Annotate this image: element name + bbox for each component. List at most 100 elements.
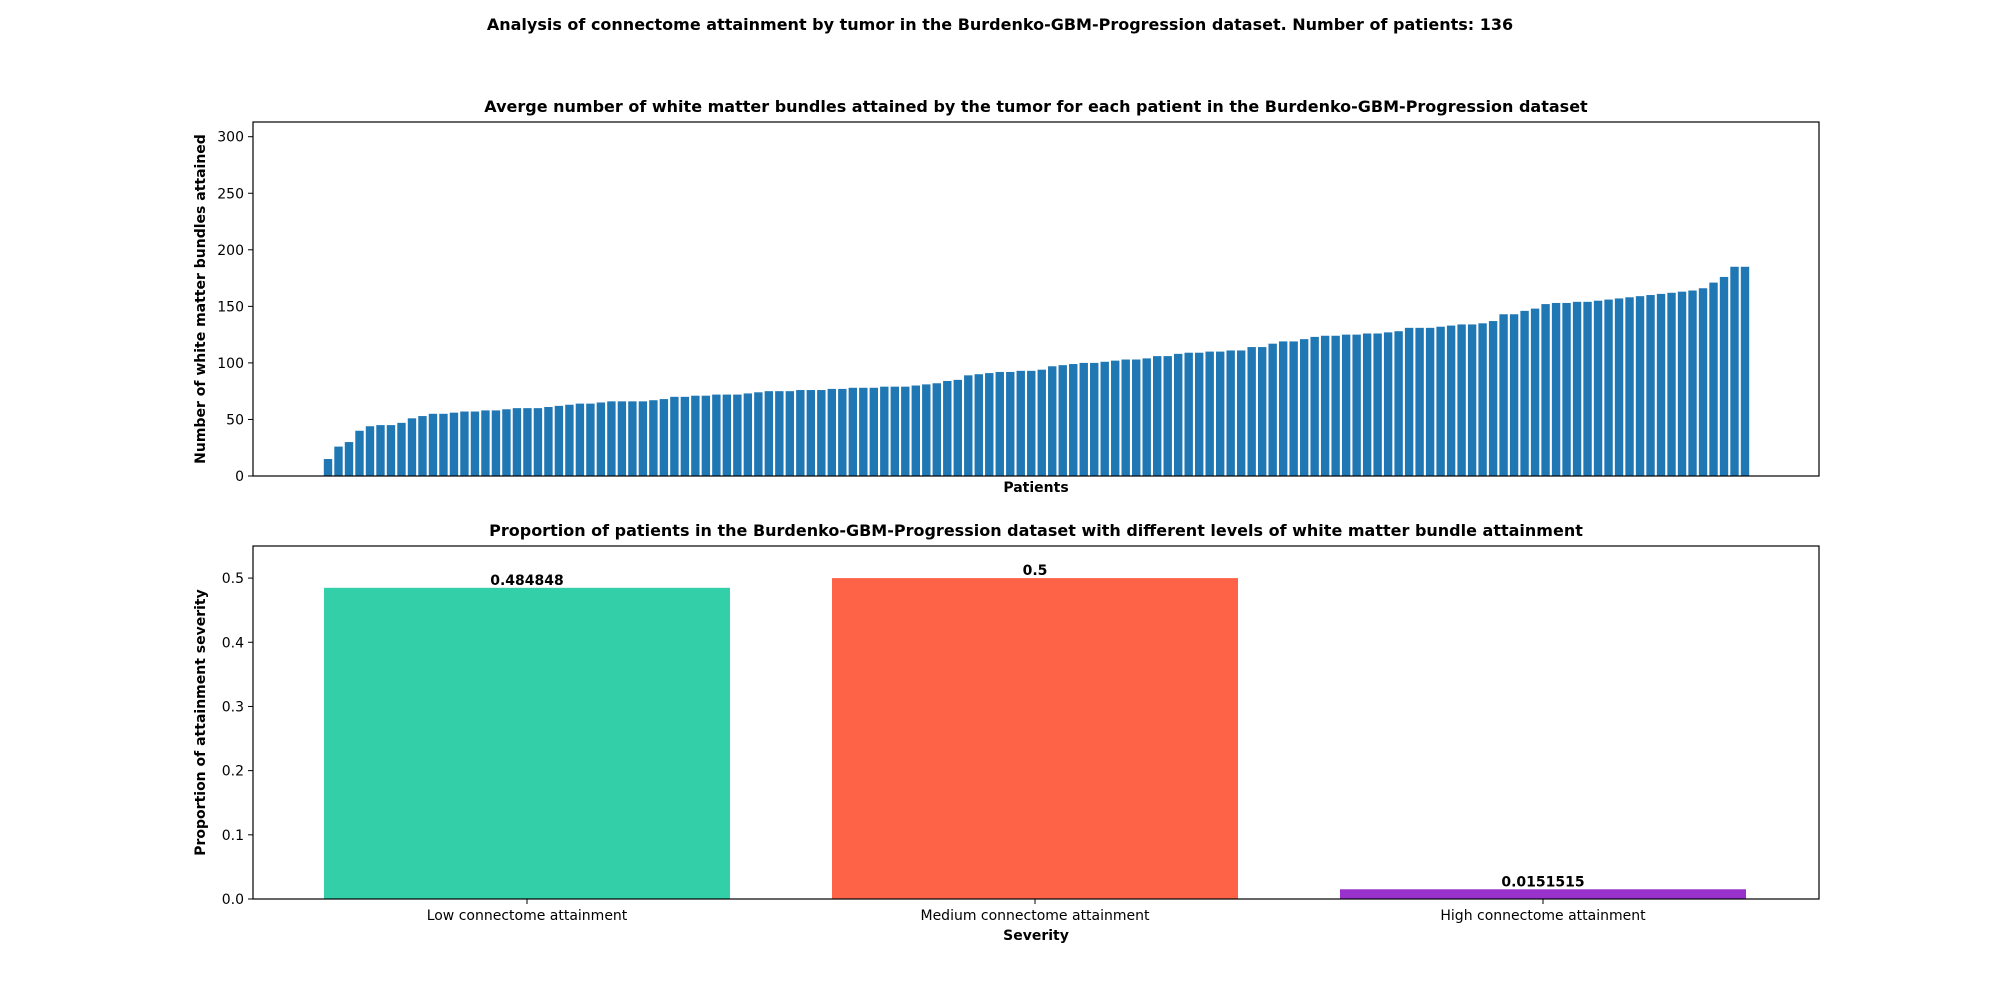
patient-bar [1226,350,1235,476]
patient-bar [365,426,375,476]
patient-bar [1215,351,1225,476]
patient-bar [1341,334,1351,476]
attainment-proportion-chart: Proportion of patients in the Burdenko-G… [193,521,1820,944]
chart2-ytick-label: 0.1 [222,828,244,844]
patient-bar [1688,290,1697,476]
severity-bar [832,578,1238,899]
patient-bar [1184,352,1193,476]
patient-bar [344,442,354,476]
patient-bar [1299,339,1309,476]
patient-bar [1593,300,1603,476]
patient-bar [397,422,406,476]
patient-bar [1278,341,1288,476]
severity-value-label: 0.5 [1023,563,1048,579]
patient-bar [1646,295,1655,476]
patient-bar [1100,361,1109,476]
patient-bar [544,407,553,476]
patient-bar [1467,324,1477,476]
patient-bar [817,390,826,476]
patient-bar [1257,347,1267,476]
patient-bar [512,408,522,476]
patient-bar [1677,291,1687,476]
patient-bar [1236,350,1246,476]
patient-bar [848,387,858,476]
patient-bar [1373,333,1382,476]
patient-bar [775,391,784,476]
patient-bar [1352,334,1361,476]
severity-category-label: Low connectome attainment [427,908,628,924]
severity-value-label: 0.484848 [490,573,564,589]
patient-bar [1415,327,1424,476]
patient-bar [323,459,333,476]
patient-bar [638,401,648,476]
patient-bar [649,400,658,476]
patient-bar [533,408,543,476]
patient-bar [1446,325,1456,476]
patient-bar [628,401,637,476]
patient-bar [838,388,847,476]
patient-bar [922,384,931,476]
chart1-ytick-label: 100 [217,356,244,372]
patient-bar [491,410,501,476]
patient-bar [733,394,742,476]
chart2-ytick-label: 0.0 [222,892,244,908]
severity-bar [324,587,730,899]
patient-bar [575,403,585,476]
patient-bar [1058,365,1067,476]
chart1-ytick-label: 250 [217,186,244,202]
chart1-xlabel: Patients [1003,480,1068,496]
patient-bar [827,388,837,476]
patient-bar [428,413,438,476]
patient-bar [1153,356,1162,476]
severity-category-label: Medium connectome attainment [920,908,1150,924]
patient-bar [1289,341,1298,476]
patient-bar [670,396,679,476]
patient-bar [596,402,606,476]
patient-bar [1069,364,1078,476]
patient-bar [1037,369,1046,476]
patient-bar [1205,351,1214,476]
patient-bar [796,390,805,476]
patient-bar [1331,335,1340,476]
patient-bar [964,375,973,476]
patient-bar [418,416,427,476]
patient-bar [1625,297,1634,476]
patient-bar [985,373,994,476]
patient-bar [943,380,952,476]
severity-bar [1340,889,1746,899]
severity-category-label: High connectome attainment [1440,908,1646,924]
patient-bar [869,387,879,476]
patient-bar [859,387,868,476]
chart1-ytick-label: 300 [217,130,244,146]
patient-bar [1562,302,1571,476]
patient-bar [1509,314,1519,476]
patient-bar [523,408,532,476]
patient-bar [1604,299,1613,476]
chart2-title: Proportion of patients in the Burdenko-G… [489,521,1583,540]
patient-bar [1583,301,1592,476]
patient-bar [1394,331,1403,476]
patient-bar [1740,266,1750,476]
patient-bar [1709,282,1718,476]
patient-bar [911,385,920,476]
chart1-ytick-label: 200 [217,243,244,259]
patient-bar [1111,360,1120,476]
chart2-xlabel: Severity [1003,928,1069,944]
patient-bar [691,395,700,476]
patient-bar [1247,347,1256,476]
patient-bar [1520,310,1529,476]
patient-bar [481,410,490,476]
patient-bar [1499,314,1508,476]
patient-bar [1132,359,1141,476]
patient-bar [1530,308,1540,476]
patient-bar [1016,370,1025,476]
patient-bar [470,411,480,476]
patient-bar [586,403,595,476]
patient-bar [806,390,816,476]
patient-bar [1362,333,1372,476]
patient-bar [659,399,669,476]
patient-bar [743,393,753,476]
patient-bar [701,395,711,476]
severity-value-label: 0.0151515 [1501,874,1584,890]
